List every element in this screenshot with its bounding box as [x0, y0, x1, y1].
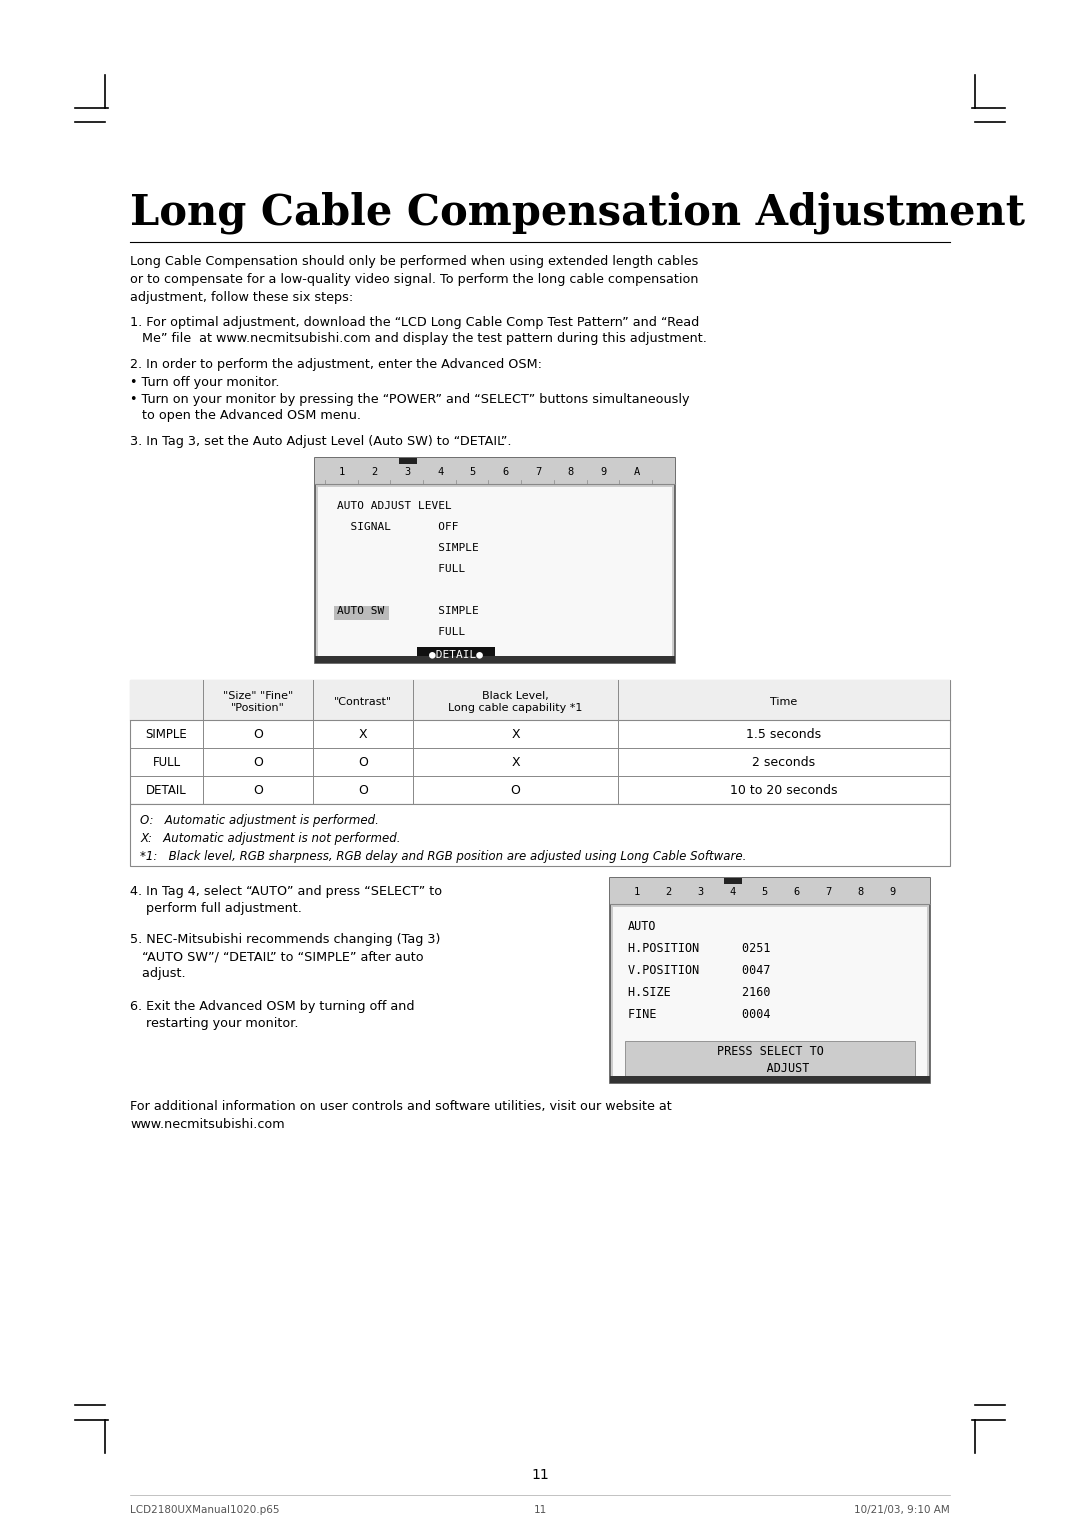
Text: O: O	[253, 755, 262, 769]
Text: • Turn on your monitor by pressing the “POWER” and “SELECT” buttons simultaneous: • Turn on your monitor by pressing the “…	[130, 393, 689, 406]
Text: AUTO SW        SIMPLE: AUTO SW SIMPLE	[337, 607, 478, 616]
Text: 4. In Tag 4, select “AUTO” and press “SELECT” to: 4. In Tag 4, select “AUTO” and press “SE…	[130, 885, 442, 898]
Text: O: O	[253, 784, 262, 796]
Text: 3: 3	[698, 886, 703, 897]
Text: O: O	[253, 727, 262, 741]
Bar	[417, 646, 495, 662]
Text: 4: 4	[437, 468, 443, 477]
Text: SIMPLE: SIMPLE	[337, 542, 478, 553]
Text: 6: 6	[794, 886, 799, 897]
Text: AUTO ADJUST LEVEL: AUTO ADJUST LEVEL	[337, 501, 451, 510]
Text: Black Level,
Long cable capability *1: Black Level, Long cable capability *1	[448, 691, 583, 714]
Text: 10/21/03, 9:10 AM: 10/21/03, 9:10 AM	[854, 1505, 950, 1514]
Text: 5: 5	[470, 468, 476, 477]
Text: "Size" "Fine"
"Position": "Size" "Fine" "Position"	[222, 691, 293, 714]
Text: to open the Advanced OSM menu.: to open the Advanced OSM menu.	[130, 410, 361, 422]
Text: FULL: FULL	[337, 564, 465, 575]
Text: “AUTO SW”/ “DETAIL” to “SIMPLE” after auto: “AUTO SW”/ “DETAIL” to “SIMPLE” after au…	[130, 950, 423, 963]
Bar	[315, 458, 675, 663]
Text: O:   Automatic adjustment is performed.: O: Automatic adjustment is performed.	[140, 814, 379, 827]
Text: LCD2180UXManual1020.p65: LCD2180UXManual1020.p65	[130, 1505, 280, 1514]
Text: H.POSITION      0251: H.POSITION 0251	[627, 941, 770, 955]
Text: 3: 3	[404, 468, 410, 477]
Text: Me” file  at www.necmitsubishi.com and display the test pattern during this adju: Me” file at www.necmitsubishi.com and di…	[130, 332, 707, 345]
Text: Long Cable Compensation Adjustment: Long Cable Compensation Adjustment	[130, 193, 1025, 234]
Text: 5: 5	[761, 886, 768, 897]
Text: 2. In order to perform the adjustment, enter the Advanced OSM:: 2. In order to perform the adjustment, e…	[130, 358, 542, 371]
Text: 6: 6	[502, 468, 509, 477]
Text: 9: 9	[889, 886, 895, 897]
Text: 1: 1	[339, 468, 345, 477]
Text: X: X	[511, 755, 519, 769]
Text: 1. For optimal adjustment, download the “LCD Long Cable Comp Test Pattern” and “: 1. For optimal adjustment, download the …	[130, 316, 699, 329]
Text: perform full adjustment.: perform full adjustment.	[130, 902, 302, 915]
Text: 7: 7	[825, 886, 832, 897]
Bar	[610, 879, 930, 1083]
Bar	[400, 458, 417, 465]
Bar	[315, 656, 675, 663]
Text: For additional information on user controls and software utilities, visit our we: For additional information on user contr…	[130, 1100, 672, 1112]
Bar	[130, 680, 950, 720]
Bar	[610, 1076, 930, 1083]
Text: V.POSITION      0047: V.POSITION 0047	[627, 964, 770, 976]
Bar	[130, 804, 950, 866]
Text: X: X	[359, 727, 367, 741]
Text: 11: 11	[534, 1505, 546, 1514]
Text: 8: 8	[858, 886, 864, 897]
Text: 8: 8	[568, 468, 575, 477]
Text: *1:   Black level, RGB sharpness, RGB delay and RGB position are adjusted using : *1: Black level, RGB sharpness, RGB dela…	[140, 850, 746, 863]
Text: X:   Automatic adjustment is not performed.: X: Automatic adjustment is not performed…	[140, 833, 401, 845]
Text: FULL: FULL	[337, 626, 465, 637]
Text: SIGNAL       OFF: SIGNAL OFF	[337, 523, 459, 532]
Text: A: A	[633, 468, 639, 477]
Text: 10 to 20 seconds: 10 to 20 seconds	[730, 784, 838, 796]
Text: adjust.: adjust.	[130, 967, 186, 979]
Text: • Turn off your monitor.: • Turn off your monitor.	[130, 376, 280, 390]
Text: Time: Time	[770, 697, 798, 707]
Text: restarting your monitor.: restarting your monitor.	[130, 1018, 298, 1030]
Bar	[613, 908, 927, 1080]
Text: ●DETAIL●: ●DETAIL●	[429, 649, 483, 659]
Bar	[610, 879, 930, 905]
Text: 11: 11	[531, 1468, 549, 1482]
Text: FULL: FULL	[152, 755, 180, 769]
Bar	[130, 680, 950, 804]
Bar	[625, 1041, 915, 1079]
Text: O: O	[359, 784, 368, 796]
Text: "Contrast": "Contrast"	[334, 697, 392, 707]
Text: SIMPLE: SIMPLE	[146, 727, 187, 741]
Bar	[334, 607, 389, 620]
Text: 7: 7	[536, 468, 541, 477]
Text: 1.5 seconds: 1.5 seconds	[746, 727, 822, 741]
Text: 4: 4	[729, 886, 735, 897]
Text: X: X	[511, 727, 519, 741]
Text: www.necmitsubishi.com: www.necmitsubishi.com	[130, 1118, 285, 1131]
Text: 1: 1	[633, 886, 639, 897]
Text: H.SIZE          2160: H.SIZE 2160	[627, 986, 770, 998]
Text: AUTO: AUTO	[627, 920, 657, 932]
Text: DETAIL: DETAIL	[146, 784, 187, 796]
Text: Long Cable Compensation should only be performed when using extended length cabl: Long Cable Compensation should only be p…	[130, 255, 699, 304]
Text: 2: 2	[665, 886, 672, 897]
Text: 5. NEC-Mitsubishi recommends changing (Tag 3): 5. NEC-Mitsubishi recommends changing (T…	[130, 934, 441, 946]
Text: 9: 9	[600, 468, 607, 477]
Bar	[725, 879, 742, 885]
Text: FINE            0004: FINE 0004	[627, 1007, 770, 1021]
Text: 6. Exit the Advanced OSM by turning off and: 6. Exit the Advanced OSM by turning off …	[130, 999, 415, 1013]
Text: O: O	[511, 784, 521, 796]
Text: O: O	[359, 755, 368, 769]
Text: 3. In Tag 3, set the Auto Adjust Level (Auto SW) to “DETAIL”.: 3. In Tag 3, set the Auto Adjust Level (…	[130, 435, 512, 448]
Text: PRESS SELECT TO
     ADJUST: PRESS SELECT TO ADJUST	[716, 1045, 823, 1074]
Text: 2: 2	[372, 468, 378, 477]
Bar	[315, 458, 675, 484]
Bar	[318, 487, 672, 660]
Text: 2 seconds: 2 seconds	[753, 755, 815, 769]
